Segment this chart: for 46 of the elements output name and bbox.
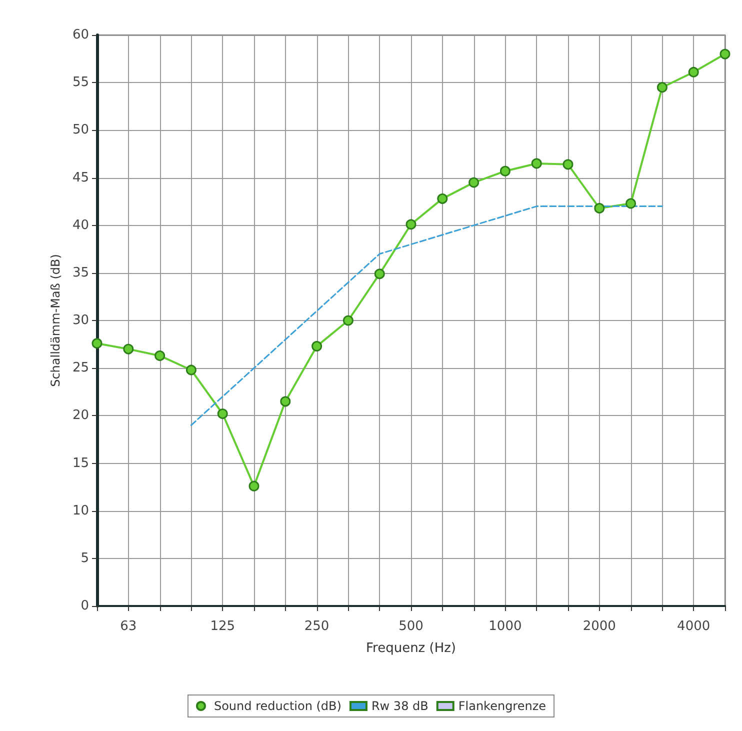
x-tick-label: 250 xyxy=(304,619,330,634)
point xyxy=(468,177,480,188)
point xyxy=(500,166,510,176)
point xyxy=(437,193,448,204)
y-tick-label: 0 xyxy=(80,598,89,614)
legend-label: Rw 38 dB xyxy=(371,699,428,713)
y-tick-label: 5 xyxy=(80,550,89,566)
point xyxy=(312,340,322,352)
point xyxy=(720,48,730,60)
point xyxy=(688,66,699,78)
x-tick-label: 4000 xyxy=(677,619,710,634)
point xyxy=(626,198,636,209)
y-axis-title: Schalldämm-Maß (dB) xyxy=(48,254,63,387)
point xyxy=(656,82,668,93)
y-tick-label: 35 xyxy=(72,265,89,280)
point xyxy=(248,480,260,492)
y-tick-label: 30 xyxy=(72,313,89,328)
y-tick-label: 60 xyxy=(72,28,89,42)
legend-label: Sound reduction (dB) xyxy=(214,699,342,713)
point xyxy=(92,338,102,349)
point xyxy=(123,344,134,354)
point xyxy=(342,315,354,326)
y-tick-label: 20 xyxy=(72,408,89,424)
y-tick-label: 55 xyxy=(72,75,89,90)
x-tick-label: 63 xyxy=(120,619,137,634)
y-tick-label: 45 xyxy=(72,170,89,186)
point xyxy=(217,408,228,420)
y-tick-label: 25 xyxy=(72,360,89,376)
x-axis-title: Frequenz (Hz) xyxy=(366,641,456,656)
point xyxy=(562,159,574,170)
point xyxy=(280,396,291,407)
point xyxy=(531,158,542,169)
point xyxy=(406,219,416,230)
y-tick-label: 10 xyxy=(72,503,89,518)
point xyxy=(374,268,385,280)
y-tick-label: 15 xyxy=(72,456,89,471)
point xyxy=(594,202,605,214)
point xyxy=(154,350,166,361)
x-tick-label: 500 xyxy=(398,619,424,634)
point xyxy=(186,364,196,376)
legend-label: Flankengrenze xyxy=(458,699,546,713)
y-tick-label: 40 xyxy=(72,218,89,233)
x-tick-label: 125 xyxy=(210,619,236,634)
x-tick-label: 1000 xyxy=(488,619,522,634)
y-tick-label: 50 xyxy=(72,122,89,138)
x-tick-label: 2000 xyxy=(582,619,616,634)
